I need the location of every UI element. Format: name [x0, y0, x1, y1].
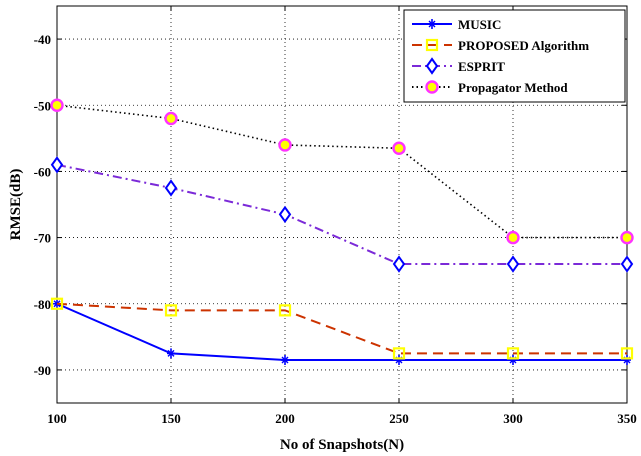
legend: MUSIC PROPOSED Algorithm ESPRIT Propagator … [403, 9, 626, 103]
x-tick-label: 250 [389, 411, 409, 426]
x-tick-label: 150 [161, 411, 181, 426]
legend-entry: ESPRIT [412, 57, 505, 75]
data-point-proposed-algorithm [506, 347, 520, 360]
legend-entry: MUSIC [412, 17, 501, 32]
data-point-music [281, 354, 289, 365]
series-lines [50, 98, 634, 365]
legend-label: MUSIC [458, 17, 501, 32]
data-point-proposed-algorithm [50, 297, 64, 310]
y-tick-label: -50 [34, 98, 51, 113]
data-point-propagator-method [392, 141, 406, 155]
series-line-propagator-method [56, 104, 627, 239]
series-line-esprit [56, 163, 627, 266]
data-point-esprit [620, 255, 634, 273]
legend-box [403, 9, 626, 103]
data-point-esprit [506, 255, 520, 273]
data-point-propagator-method [278, 138, 292, 152]
legend-label: PROPOSED Algorithm [458, 38, 589, 53]
data-point-esprit [278, 205, 292, 224]
series-propagator-method [50, 98, 634, 245]
series-line-music [56, 302, 627, 361]
y-tick-label: -80 [34, 297, 51, 312]
data-point-proposed-algorithm [620, 347, 634, 360]
series-proposed-algorithm [50, 297, 634, 360]
x-tick-label: 100 [47, 411, 67, 426]
legend-marker [425, 38, 439, 52]
plot-frame [56, 5, 628, 404]
data-point-propagator-method [620, 230, 634, 245]
x-tick-label: 300 [503, 411, 523, 426]
legend-label: ESPRIT [458, 59, 505, 74]
legend-marker [428, 19, 436, 29]
legend-entry: Propagator Method [412, 80, 568, 95]
x-tick-label: 200 [275, 411, 295, 426]
data-point-proposed-algorithm [278, 304, 292, 317]
marker-stroke [281, 356, 289, 364]
data-point-propagator-method [50, 98, 64, 112]
y-tick-label: -70 [34, 231, 51, 246]
data-point-proposed-algorithm [164, 304, 178, 317]
marker-stroke [428, 20, 436, 28]
data-point-proposed-algorithm [392, 347, 406, 360]
data-point-esprit [164, 179, 178, 197]
x-axis-title: No of Snapshots(N) [280, 437, 404, 453]
y-tick-label: -90 [34, 363, 51, 378]
x-tick-label: 350 [617, 411, 637, 426]
data-point-propagator-method [164, 111, 178, 126]
data-point-esprit [392, 255, 406, 273]
y-tick-label: -60 [34, 164, 51, 179]
data-point-music [167, 348, 175, 359]
legend-marker [425, 80, 439, 94]
series-line-proposed-algorithm [56, 302, 627, 355]
legend-entry: PROPOSED Algorithm [412, 38, 589, 53]
data-point-esprit [50, 156, 64, 174]
y-tick-label: -40 [34, 32, 51, 47]
series-esprit [50, 156, 634, 273]
y-axis-title: RMSE(dB) [8, 169, 24, 241]
data-point-propagator-method [506, 230, 520, 245]
series-music [53, 298, 631, 365]
legend-label: Propagator Method [458, 80, 568, 95]
legend-marker [425, 57, 439, 75]
marker-stroke [167, 349, 175, 357]
grid [57, 6, 627, 403]
axis-ticks: 100 150 200 250 300 350 -90 -80 -70 -60 -50 -40 [34, 6, 637, 426]
